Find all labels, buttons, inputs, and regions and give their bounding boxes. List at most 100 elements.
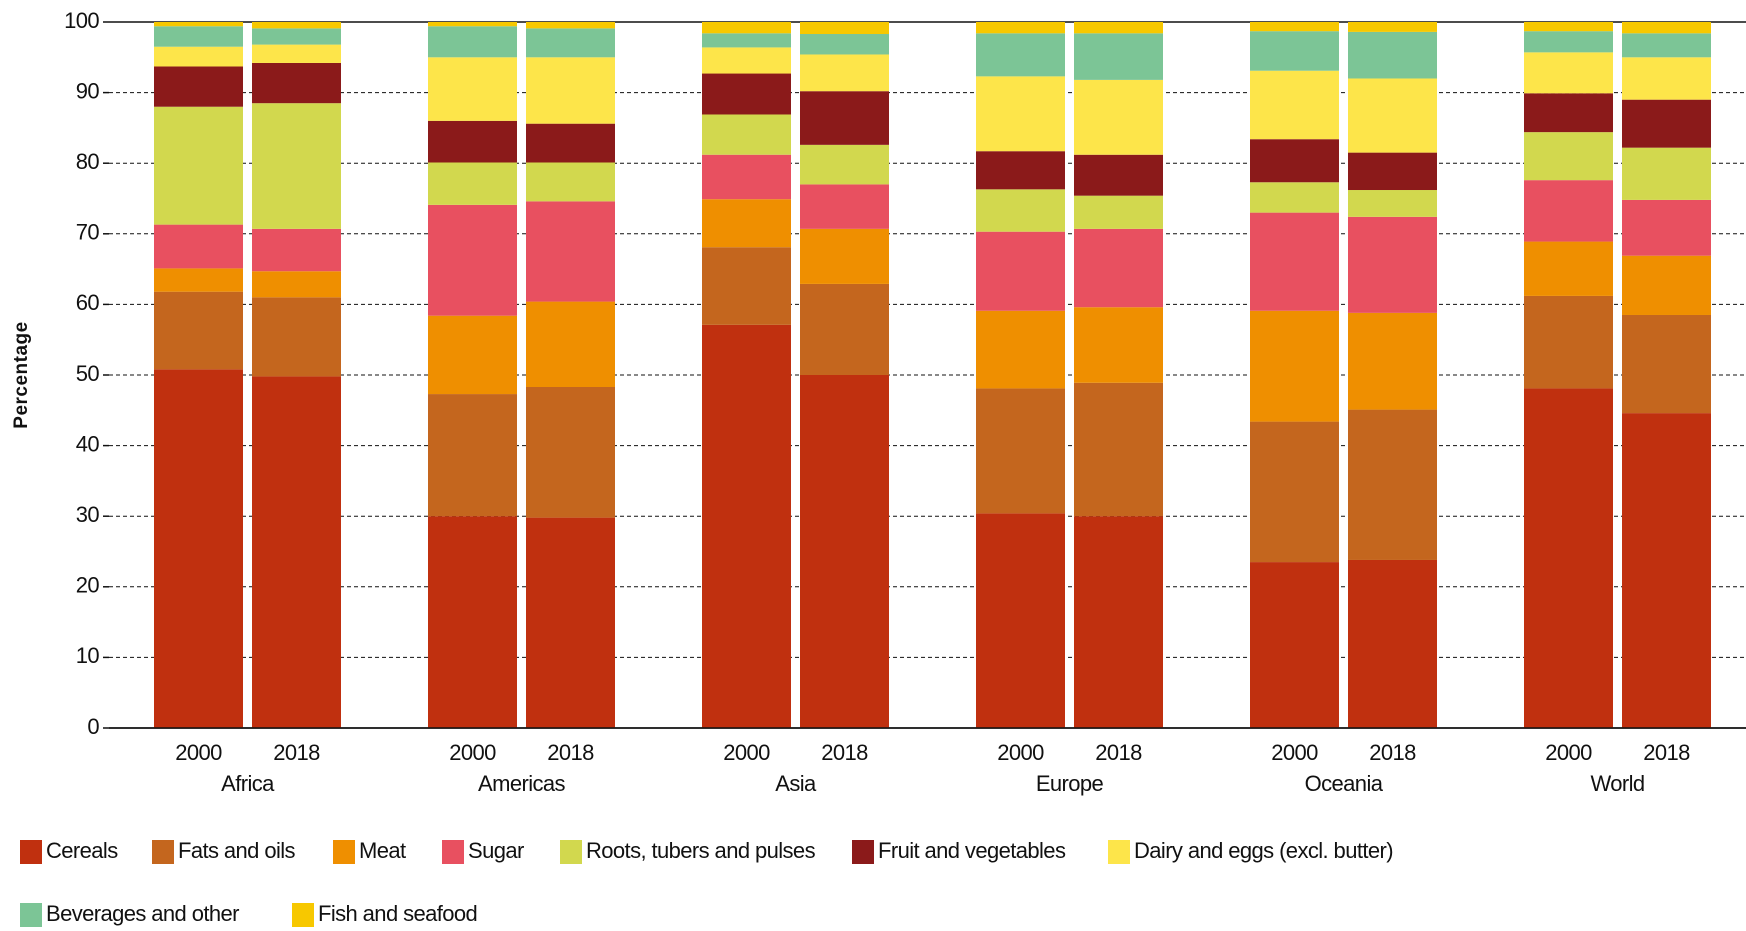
bar-segment [1074,22,1163,34]
legend-label: Roots, tubers and pulses [586,838,816,863]
bar-segment [702,324,791,728]
bar-segment [252,376,341,728]
bar-segment [1622,314,1711,414]
bar-segment [1348,216,1437,313]
bar-segment [1074,228,1163,308]
bar-segment [526,517,615,728]
bar-segment [800,184,889,229]
bar-segment [702,33,791,48]
bar-segment [526,22,615,29]
bar-segment [526,123,615,163]
y-tick-label: 80 [76,149,100,174]
bar-segment [1348,31,1437,79]
bar-segment [428,22,517,27]
bar-segment [976,310,1065,389]
bar-segment [1250,562,1339,728]
bar-segment [1524,22,1613,32]
bar-segment [976,22,1065,34]
legend-swatch [20,840,42,864]
legend-swatch [333,840,355,864]
group-label: Europe [1036,771,1104,796]
y-tick-label: 10 [76,643,100,668]
bar-segment [1250,70,1339,140]
bar-segment [252,22,341,29]
y-tick-label: 20 [76,573,100,598]
bar-segment [1250,421,1339,563]
x-tick-label: 2018 [1369,740,1416,765]
bar-segment [1524,132,1613,181]
x-tick-label: 2018 [1095,740,1142,765]
bar-segment [154,291,243,370]
bar-segment [428,204,517,316]
bar-segment [1250,22,1339,32]
bar-segment [1524,31,1613,53]
legend-swatch [152,840,174,864]
legend-label: Dairy and eggs (excl. butter) [1134,838,1393,863]
x-tick-label: 2018 [821,740,868,765]
bar-segment [1348,559,1437,728]
bar-segment [154,106,243,225]
bar-segment [976,33,1065,77]
bar-segment [1074,154,1163,196]
bar-segment [1348,152,1437,191]
x-tick-label: 2000 [1271,740,1318,765]
y-tick-label: 40 [76,431,100,456]
group-label: Americas [478,771,565,796]
bar-segment [1348,312,1437,410]
bar-segment [800,91,889,145]
bar-segment [1622,57,1711,100]
bar-segment [428,26,517,58]
bar-segment [702,47,791,74]
bar-segment [526,28,615,58]
bar-segment [252,228,341,272]
bar-segment [428,57,517,121]
x-tick-label: 2018 [273,740,320,765]
bar-segment [526,301,615,388]
legend-swatch [852,840,874,864]
bar-segment [154,26,243,47]
y-tick-label: 0 [87,714,99,739]
bar-segment [252,297,341,377]
y-tick-label: 100 [64,8,99,33]
bar-segment [702,247,791,325]
bar-segment [252,103,341,229]
bar-segment [526,162,615,202]
bar-segment [154,46,243,67]
bar-segment [1622,99,1711,148]
bar-segment [428,120,517,163]
bar-segment [976,151,1065,190]
legend-swatch [442,840,464,864]
bar-segment [154,22,243,27]
bar-segment [702,154,791,200]
bar-segment [702,199,791,248]
bar-segment [976,76,1065,152]
bar-segment [1074,307,1163,383]
bar-segment [1348,78,1437,153]
x-tick-label: 2000 [997,740,1044,765]
bar-segment [154,224,243,269]
bar-segment [1622,147,1711,200]
bar-segment [1074,516,1163,728]
x-tick-label: 2000 [449,740,496,765]
bar-segment [154,369,243,728]
bar-segment [800,54,889,92]
bar-segment [1348,22,1437,32]
x-tick-label: 2000 [175,740,222,765]
y-tick-label: 60 [76,290,100,315]
bar-segment [252,271,341,298]
group-label: World [1590,771,1644,796]
bar-segment [1074,195,1163,229]
bar-segment [976,231,1065,311]
legend-swatch [20,903,42,927]
bar-segment [1622,33,1711,58]
group-label: Oceania [1305,771,1384,796]
bar-segment [1524,52,1613,94]
legend-label: Fats and oils [178,838,296,863]
bar-segment [1250,310,1339,422]
bar-segment [428,394,517,517]
bar-segment [252,62,341,104]
bar-segment [702,114,791,155]
bar-segment [428,516,517,728]
bar-segment [800,22,889,35]
bar-segment [1622,413,1711,728]
